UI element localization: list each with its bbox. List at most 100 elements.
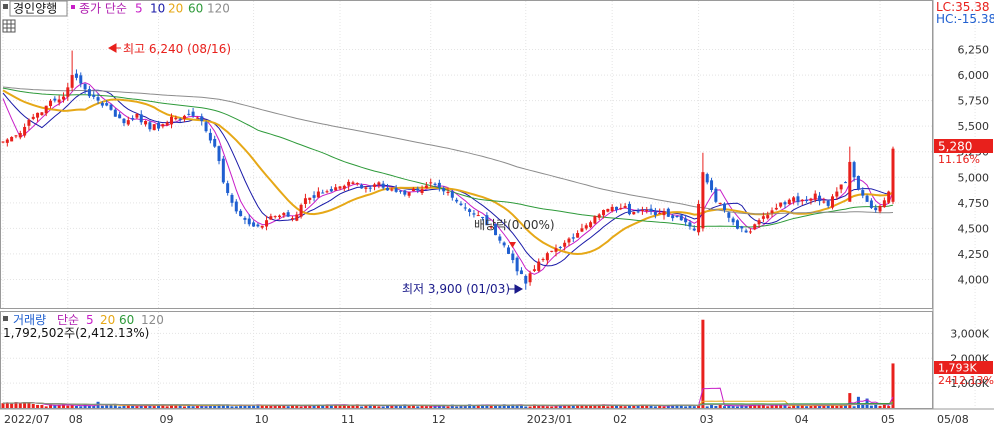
volume-bar [502, 404, 506, 408]
volume-bar [887, 406, 891, 408]
candle [61, 92, 65, 103]
volume-bar [424, 406, 428, 408]
volume-bar [312, 405, 316, 408]
candle [593, 215, 597, 225]
candle [537, 258, 541, 273]
candle [610, 204, 614, 213]
candle [541, 257, 545, 262]
candle [463, 202, 467, 211]
candles [1, 50, 895, 290]
candle [519, 267, 523, 275]
volume-bar [278, 404, 282, 408]
candle [649, 204, 653, 215]
volume-bar [329, 404, 333, 408]
candle [53, 96, 57, 103]
volume-bar [334, 404, 338, 408]
volume-bar [221, 404, 225, 408]
candle [403, 190, 407, 197]
volume-bar [18, 403, 22, 408]
stock-name[interactable]: 경인양행 [13, 1, 57, 16]
series-label: 종가 단순 [79, 2, 127, 16]
candle [589, 220, 593, 229]
volume-bar [398, 406, 402, 408]
volume-bar [31, 404, 35, 408]
volume-bar [688, 405, 692, 408]
candle [195, 116, 199, 119]
candle [174, 115, 178, 121]
volume-bar [843, 405, 847, 408]
volume-bar [122, 405, 126, 408]
candle [485, 212, 489, 226]
volume-bar [303, 405, 307, 408]
candle [710, 177, 714, 193]
volume-bar [53, 404, 57, 408]
candle [770, 207, 774, 218]
price-tick-label: 4,500 [958, 222, 990, 235]
volume-pane[interactable] [0, 311, 933, 409]
volume-bar [606, 406, 610, 408]
candle [727, 211, 731, 223]
candle [14, 134, 18, 139]
volume-bar [705, 406, 709, 408]
volume-bar [325, 404, 329, 408]
current-price: 5,280 [938, 140, 972, 154]
current-volume-badge: 1,793K 2412.13% [934, 361, 994, 387]
candle [260, 225, 264, 230]
candle [476, 211, 480, 217]
candle [23, 123, 27, 138]
candle [135, 113, 139, 120]
price-pane[interactable] [0, 0, 933, 309]
volume-bar [182, 406, 186, 408]
volume-moving-averages [2, 387, 894, 407]
volume-bar [800, 404, 804, 408]
candle [472, 210, 476, 218]
candle [308, 197, 312, 204]
candle [44, 105, 48, 117]
date-tick-label: 09 [160, 413, 174, 426]
volume-bar [14, 402, 18, 408]
candle [688, 219, 692, 230]
candle [735, 219, 739, 230]
grid-toggle-icon[interactable] [2, 19, 16, 33]
volume-bar [545, 406, 549, 408]
low-annotation: 최저 3,900 (01/03) [402, 282, 524, 296]
volume-bar [649, 405, 653, 408]
candle [554, 244, 558, 257]
volume-bar [632, 405, 636, 408]
candle [157, 120, 161, 132]
candle [321, 189, 325, 194]
candle [139, 110, 143, 125]
candle [632, 211, 636, 215]
volume-bar [178, 405, 182, 408]
price-axis-pane [933, 0, 993, 309]
candle [230, 193, 234, 207]
price-tick-label: 5,500 [958, 120, 990, 133]
volume-bar [187, 405, 191, 408]
volume-bar [100, 405, 104, 408]
price-tick-label: 4,000 [958, 273, 990, 286]
volume-bar [342, 404, 346, 408]
volume-bar [169, 405, 173, 408]
candle [295, 211, 299, 222]
candle [200, 113, 204, 126]
candle [878, 204, 882, 214]
volume-bar [805, 406, 809, 408]
volume-bar [614, 404, 618, 408]
price-tick-label: 4,250 [958, 248, 990, 261]
volume-bar [70, 405, 74, 408]
volume-bar [619, 406, 623, 408]
volume-bar [748, 404, 752, 408]
volume-bar [316, 404, 320, 408]
volume-bar [49, 404, 53, 408]
candle [891, 146, 895, 204]
date-tick-label: 2022/07 [4, 413, 50, 426]
current-volume-text: 1,792,502주(2,412.13%) [3, 326, 149, 340]
candle [204, 120, 208, 133]
candle [502, 241, 506, 248]
candle [221, 155, 225, 184]
volume-bar [679, 404, 683, 408]
volume-bar [446, 406, 450, 408]
grid-lines [1, 1, 976, 408]
candle [787, 198, 791, 205]
